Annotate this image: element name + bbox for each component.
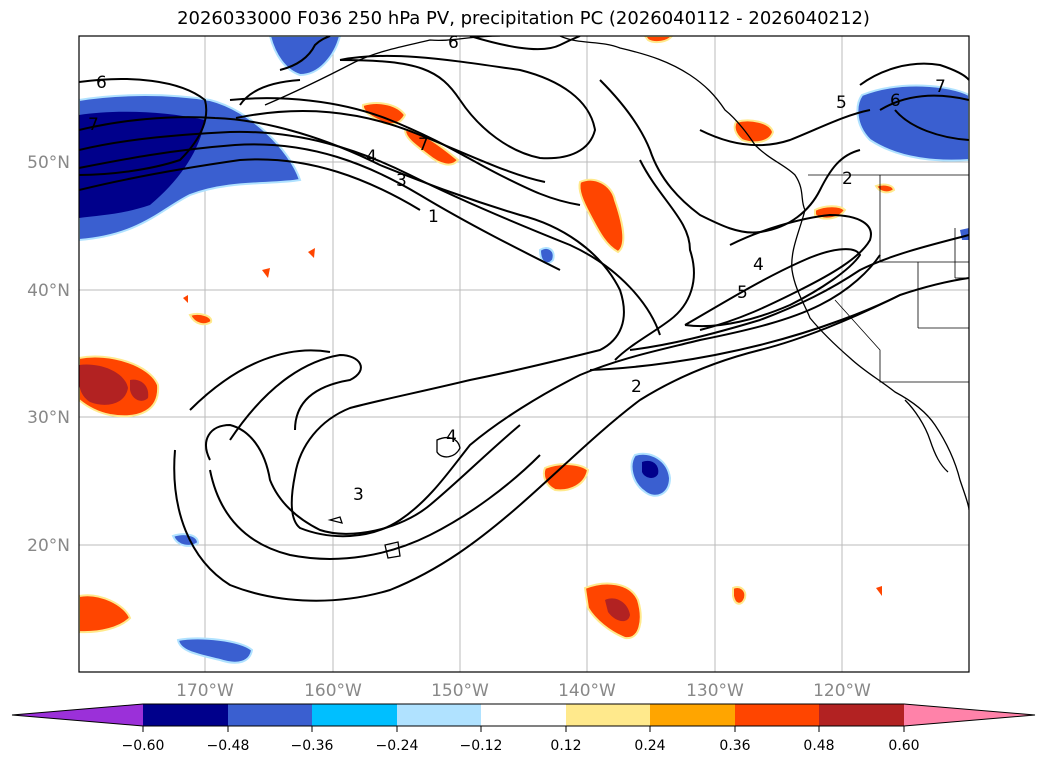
colorbar-swatch — [397, 704, 481, 726]
contour-label: 3 — [353, 485, 364, 505]
pv-contours — [79, 36, 969, 602]
colorbar-tick-label: −0.48 — [207, 738, 250, 754]
colorbar-extend-low — [12, 704, 143, 726]
contour-label: 4 — [753, 255, 764, 275]
colorbar-extend-high — [904, 704, 1035, 726]
lon-label-120w: 120°W — [813, 681, 871, 701]
coastlines — [264, 36, 969, 559]
lat-label-50n: 50°N — [27, 153, 70, 173]
colorbar-tick-label: −0.36 — [291, 738, 334, 754]
contour-label: 4 — [446, 427, 457, 447]
contour-label: 7 — [88, 115, 99, 135]
contour-label: 6 — [890, 91, 901, 111]
latitude-labels: 50°N 40°N 30°N 20°N — [27, 153, 70, 556]
contour-label: 6 — [96, 73, 107, 93]
lon-label-170w: 170°W — [176, 681, 234, 701]
colorbar-swatch — [566, 704, 650, 726]
map-frame — [78, 35, 970, 673]
lon-label-150w: 150°W — [431, 681, 489, 701]
colorbar: −0.60 −0.48 −0.36 −0.24 −0.12 0.12 0.24 … — [11, 703, 1036, 754]
precip-positive-areas — [79, 36, 896, 640]
contour-label: 3 — [396, 171, 407, 191]
lon-label-130w: 130°W — [686, 681, 744, 701]
borders — [808, 174, 969, 383]
colorbar-tick-label: 0.24 — [634, 738, 665, 754]
colorbar-tick-label: −0.24 — [376, 738, 419, 754]
lat-label-30n: 30°N — [27, 408, 70, 428]
lon-label-160w: 160°W — [304, 681, 362, 701]
map-title: 2026033000 F036 250 hPa PV, precipitatio… — [177, 8, 870, 29]
contour-label: 4 — [366, 147, 377, 167]
colorbar-swatch — [481, 704, 566, 726]
colorbar-tick-label: −0.12 — [460, 738, 503, 754]
lon-label-140w: 140°W — [558, 681, 616, 701]
contour-label: 5 — [737, 283, 748, 303]
colorbar-tick-label: 0.60 — [888, 738, 919, 754]
lat-label-20n: 20°N — [27, 536, 70, 556]
colorbar-swatch — [735, 704, 819, 726]
colorbar-tick-label: 0.12 — [550, 738, 581, 754]
colorbar-swatch — [819, 704, 904, 726]
colorbar-tick-label: 0.48 — [803, 738, 834, 754]
colorbar-swatch — [143, 704, 228, 726]
contour-labels: 6 7 6 5 6 7 4 3 1 7 2 4 5 2 4 3 — [88, 33, 946, 505]
longitude-labels: 170°W 160°W 150°W 140°W 130°W 120°W — [176, 681, 871, 701]
colorbar-tick-label: 0.36 — [719, 738, 750, 754]
colorbar-ticks — [142, 726, 905, 732]
contour-label: 2 — [631, 377, 642, 397]
contour-label: 2 — [842, 169, 853, 189]
contour-label: 6 — [448, 33, 459, 53]
lat-label-40n: 40°N — [27, 281, 70, 301]
colorbar-swatch — [228, 704, 312, 726]
contour-label: 7 — [935, 77, 946, 97]
graticule — [79, 36, 969, 672]
colorbar-swatch — [650, 704, 735, 726]
contour-label: 1 — [428, 207, 439, 227]
contour-label: 5 — [836, 93, 847, 113]
contour-label: 7 — [418, 135, 429, 155]
colorbar-tick-label: −0.60 — [122, 738, 165, 754]
colorbar-swatch — [312, 704, 397, 726]
